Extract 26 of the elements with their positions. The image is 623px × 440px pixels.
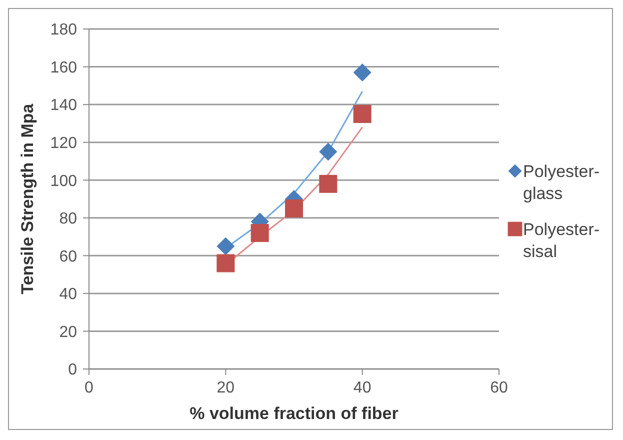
y-tick-label: 60 — [59, 248, 78, 266]
y-tick-label: 0 — [68, 362, 78, 379]
legend-label: Polyester-glass — [523, 161, 601, 205]
point — [216, 254, 235, 272]
y-tick-label: 40 — [59, 286, 78, 304]
x-tick-label: 20 — [216, 379, 235, 396]
point — [250, 224, 269, 242]
y-tick-label: 160 — [50, 59, 78, 76]
y-tick-label: 120 — [50, 135, 78, 152]
point — [216, 237, 235, 256]
x-tick-label: 40 — [353, 379, 372, 396]
y-tick-label: 140 — [50, 97, 78, 114]
point — [319, 174, 338, 193]
y-tick-label: 20 — [59, 324, 78, 341]
y-tick-label: 100 — [50, 172, 78, 190]
point — [319, 142, 338, 161]
point — [353, 105, 372, 123]
x-tick-label: 60 — [490, 379, 508, 396]
y-axis-title: Tensile Strength in Mpa — [18, 103, 38, 294]
y-tick-label: 180 — [50, 22, 78, 39]
point — [353, 63, 372, 82]
y-tick-label: 80 — [59, 210, 78, 228]
legend-label: Polyester-sisal — [523, 219, 601, 263]
x-tick-label: 0 — [84, 379, 94, 396]
point — [285, 199, 303, 218]
x-axis-title: % volume fraction of fiber — [190, 404, 399, 423]
